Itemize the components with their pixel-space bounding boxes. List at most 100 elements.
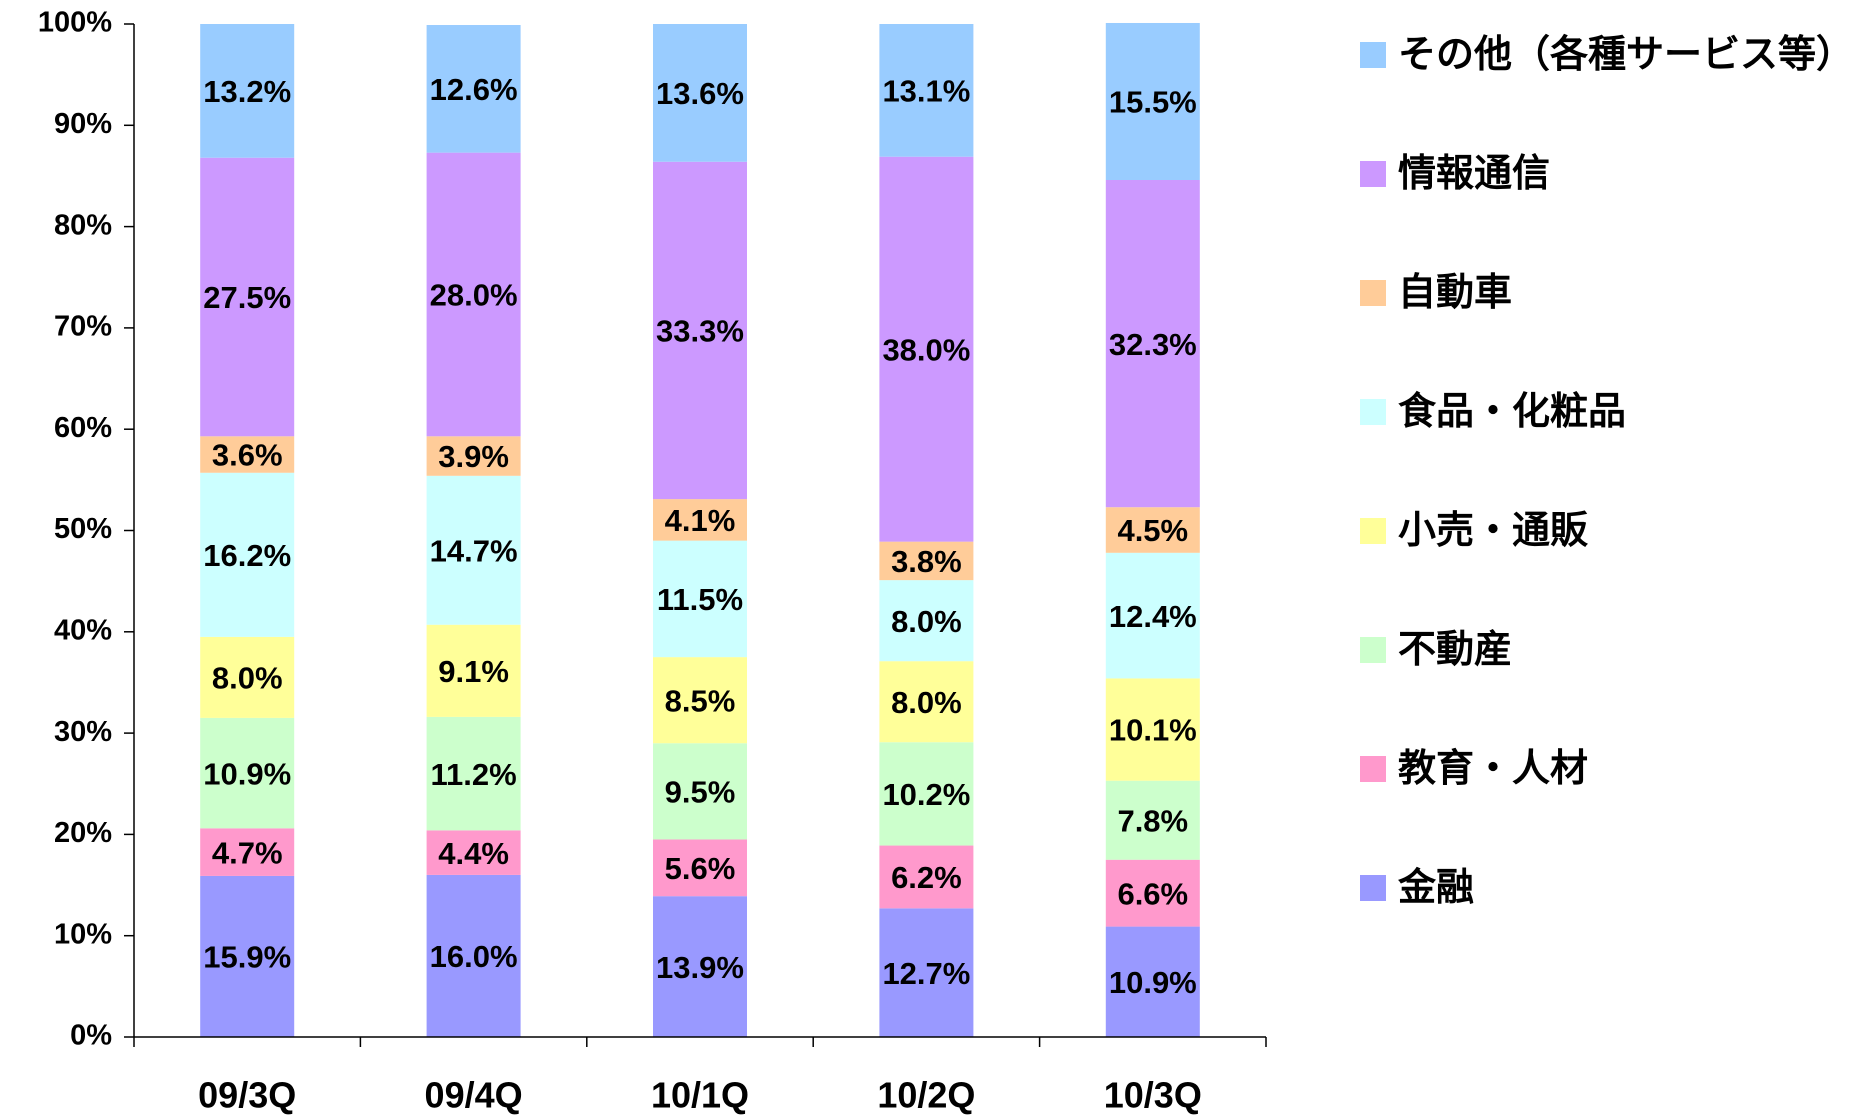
bar-segment (879, 661, 974, 743)
data-label: 14.7% (430, 533, 518, 568)
data-label: 6.6% (1117, 876, 1188, 911)
bar-segment (653, 896, 747, 1037)
data-label: 13.1% (882, 74, 970, 109)
legend-label: 小売・通販 (1398, 510, 1588, 552)
bar-segment (426, 475, 521, 625)
data-label: 13.6% (656, 76, 744, 111)
data-label: 13.9% (656, 950, 744, 985)
y-tick-label: 70% (54, 311, 112, 343)
data-label: 15.9% (203, 940, 291, 975)
bar-segment (200, 828, 295, 876)
data-label: 10.9% (1109, 965, 1197, 1000)
bar-segment (653, 839, 747, 897)
data-label: 3.6% (212, 438, 283, 473)
y-tick-label: 90% (54, 108, 112, 140)
bar-segment (200, 472, 295, 637)
data-label: 4.7% (212, 835, 283, 870)
legend-label: 食品・化粧品 (1398, 391, 1626, 433)
x-tick-label: 10/1Q (651, 1075, 749, 1115)
data-label: 32.3% (1109, 327, 1197, 362)
data-label: 16.0% (430, 939, 518, 974)
data-label: 13.2% (203, 74, 291, 109)
data-label: 10.9% (203, 756, 291, 791)
y-tick-label: 60% (54, 412, 112, 444)
bar-segment (426, 624, 521, 717)
data-label: 11.2% (430, 757, 516, 792)
data-label: 27.5% (203, 280, 291, 315)
data-label: 4.1% (665, 503, 736, 538)
x-tick-label: 10/2Q (877, 1075, 975, 1115)
y-tick-label: 20% (54, 817, 112, 849)
y-tick-label: 30% (54, 716, 112, 748)
data-label: 12.4% (1109, 599, 1197, 634)
y-tick-label: 10% (54, 918, 112, 950)
data-label: 15.5% (1109, 85, 1197, 120)
legend-swatch (1360, 161, 1386, 187)
data-label: 12.6% (430, 72, 518, 107)
bar-segment (1105, 507, 1200, 553)
data-label: 7.8% (1117, 803, 1188, 838)
data-label: 16.2% (203, 538, 291, 573)
data-label: 8.5% (665, 683, 736, 718)
bar-segment (426, 152, 521, 437)
legend-label: 情報通信 (1398, 153, 1550, 195)
bar-segment (879, 742, 974, 846)
data-label: 4.5% (1117, 513, 1188, 548)
bar-segment (879, 24, 974, 157)
legend-swatch (1360, 875, 1386, 901)
y-tick-label: 40% (54, 614, 112, 646)
x-tick-label: 10/3Q (1104, 1075, 1202, 1115)
bar-segment (879, 908, 974, 1037)
data-label: 33.3% (656, 314, 744, 349)
y-tick-label: 100% (38, 7, 112, 39)
bar-segment (426, 716, 521, 831)
data-label: 3.8% (891, 544, 962, 579)
bar-segment (653, 657, 747, 744)
bar-segment (1105, 926, 1200, 1037)
bar-segment (653, 161, 747, 500)
data-label: 11.5% (657, 582, 743, 617)
legend-label: その他（各種サービス等） (1398, 33, 1854, 76)
data-label: 12.7% (882, 956, 970, 991)
bar-segment (1105, 678, 1200, 781)
legend-swatch (1360, 280, 1386, 306)
data-label: 10.2% (882, 777, 970, 812)
bar-segment (653, 743, 747, 840)
data-label: 5.6% (665, 851, 736, 886)
bar-segment (426, 436, 521, 476)
data-label: 8.0% (212, 661, 283, 696)
bar-segment (1105, 552, 1200, 679)
legend-swatch (1360, 637, 1386, 663)
legend-label: 教育・人材 (1398, 748, 1588, 790)
bar-segment (1105, 180, 1200, 508)
bar-segment (879, 156, 974, 542)
x-tick-label: 09/4Q (425, 1075, 523, 1115)
bar-segment (1105, 780, 1200, 860)
legend-label: 自動車 (1398, 272, 1512, 314)
data-label: 3.9% (438, 439, 509, 474)
legend-label: 不動産 (1398, 629, 1512, 671)
bar-segment (426, 25, 521, 153)
legend-swatch (1360, 756, 1386, 782)
y-tick-label: 50% (54, 513, 112, 545)
bar-segment (200, 717, 295, 829)
bar-segment (653, 499, 747, 541)
data-label: 6.2% (891, 860, 962, 895)
legend-swatch (1360, 518, 1386, 544)
bar-segment (879, 580, 974, 662)
legend-swatch (1360, 42, 1386, 68)
bar-segment (200, 157, 295, 437)
bar-segment (1105, 859, 1200, 927)
bar-segment (200, 636, 295, 718)
data-label: 9.5% (665, 775, 736, 810)
data-label: 28.0% (430, 278, 518, 313)
data-label: 8.0% (891, 604, 962, 639)
bar-segment (200, 436, 295, 473)
legend-swatch (1360, 399, 1386, 425)
y-tick-label: 80% (54, 209, 112, 241)
y-tick-label: 0% (70, 1020, 112, 1052)
bar-segment (653, 24, 747, 162)
bar-segment (879, 845, 974, 909)
legend-label: 金融 (1397, 866, 1474, 909)
x-tick-label: 09/3Q (198, 1075, 296, 1115)
